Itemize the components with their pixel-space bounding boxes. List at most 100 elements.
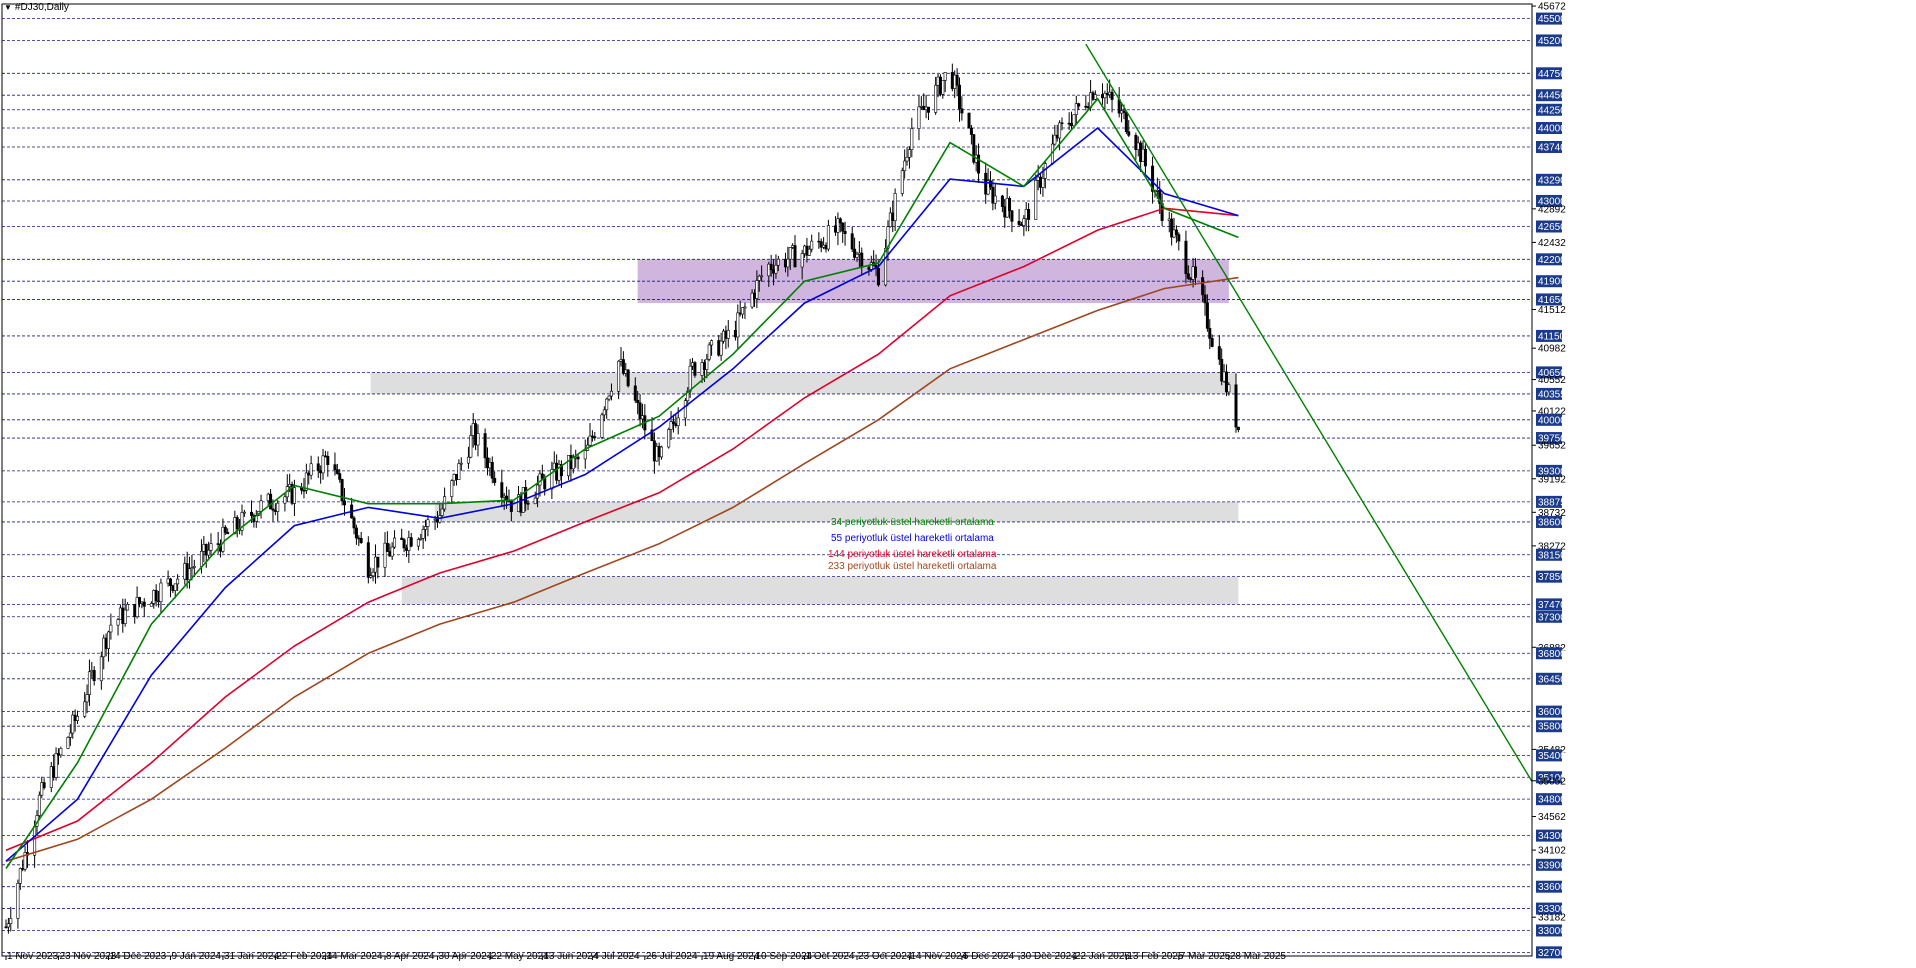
candle-body [1139, 142, 1143, 162]
candle-body [216, 543, 220, 545]
candle-body [660, 446, 664, 458]
candle-body [838, 218, 842, 224]
legend-ema34-text: 34 periyotluk üstel hareketli ortalama [831, 517, 994, 528]
date-label: 22 Jan 2025 [1075, 951, 1130, 962]
candle-body [354, 527, 358, 539]
candle-body [223, 526, 227, 533]
plot-frame [1, 3, 1533, 957]
candle-body [183, 563, 187, 580]
candle-body [188, 568, 192, 581]
candle-body [876, 268, 880, 286]
candle-body [817, 240, 821, 243]
candle-body [555, 462, 559, 481]
price-label-39652: 39652 [1538, 441, 1566, 452]
candle-body [850, 233, 854, 250]
trendline-layer[interactable] [1085, 43, 1533, 782]
legend-ema55-text: 55 periyotluk üstel hareketli ortalama [831, 533, 994, 544]
candle-body [450, 480, 454, 497]
price-label-37470: 37470 [1538, 600, 1566, 611]
candle-body [1184, 240, 1188, 275]
candle-body [786, 258, 790, 268]
candle-body [1072, 114, 1076, 127]
candle-body [619, 359, 623, 362]
candle-body [519, 494, 523, 513]
price-box-32700 [1536, 946, 1562, 959]
price-box-43000 [1536, 194, 1562, 207]
symbol-header[interactable]: ▼ #DJ30,Daily [4, 2, 69, 13]
price-label-40552: 40552 [1538, 375, 1566, 386]
price-label-41150: 41150 [1538, 331, 1566, 342]
candle-body [924, 106, 928, 110]
candle-body [1227, 384, 1231, 393]
candle-body [369, 575, 373, 578]
price-label-33300: 33300 [1538, 904, 1566, 915]
candle-body [836, 218, 840, 233]
candle-body [152, 590, 156, 604]
candle-body [783, 258, 787, 268]
candle-body [168, 578, 172, 586]
candle-body [843, 230, 847, 234]
candle-body [1234, 384, 1238, 428]
candle-body [226, 532, 230, 535]
candle-body [526, 503, 530, 505]
candle-body [455, 473, 459, 480]
date-label: 6 Dec 2024 [963, 951, 1015, 962]
candle-body [400, 537, 404, 540]
candle-body [626, 369, 630, 387]
candle-body [583, 450, 587, 460]
price-label-38272: 38272 [1538, 541, 1566, 552]
candle-body [1151, 165, 1155, 192]
legend-ema144-text: 144 periyotluk üstel hareketli ortalama [828, 549, 997, 560]
price-box-41900 [1536, 275, 1562, 288]
candle-body [536, 484, 540, 499]
candle-body [340, 479, 344, 502]
candle-body [302, 489, 306, 492]
legend-ema55: 55 periyotluk üstel hareketli ortalama [831, 533, 996, 545]
candle-body [1189, 278, 1193, 280]
price-label-34800: 34800 [1538, 795, 1566, 806]
symbol-label: #DJ30,Daily [14, 2, 69, 13]
candle-body [950, 72, 954, 89]
candle-body [393, 537, 397, 548]
price-label-41900: 41900 [1538, 277, 1566, 288]
candle-body [9, 918, 13, 924]
ema-layer [5, 97, 1239, 869]
candle-body [1060, 122, 1064, 125]
price-label-37300: 37300 [1538, 612, 1566, 623]
date-label: 1 Oct 2024 [806, 951, 855, 962]
candle-body [640, 415, 644, 420]
price-label-33600: 33600 [1538, 882, 1566, 893]
price-label-40000: 40000 [1538, 415, 1566, 426]
candle-body [917, 106, 921, 129]
price-box-33900 [1536, 858, 1562, 871]
price-box-44250 [1536, 103, 1562, 116]
date-label: 31 Jan 2024 [224, 951, 279, 962]
candle-body [609, 390, 613, 397]
candle-body [1158, 190, 1162, 204]
candle-body [435, 518, 439, 523]
candle-body [960, 108, 964, 114]
candle-body [867, 267, 871, 270]
legend-ema233-text: 233 periyotluk üstel hareketli ortalama [828, 561, 997, 572]
candle-body [476, 433, 480, 446]
price-label-33000: 33000 [1538, 926, 1566, 937]
candle-body [54, 753, 58, 778]
candle-body [190, 567, 194, 570]
candle-body [37, 794, 41, 816]
price-label-37850: 37850 [1538, 572, 1566, 583]
price-label-35100: 35100 [1538, 773, 1566, 784]
candle-body [540, 473, 544, 479]
triangle-down-icon[interactable]: ▼ [4, 3, 12, 12]
price-label-40122: 40122 [1538, 406, 1566, 417]
candle-body [884, 247, 888, 286]
price-box-45200 [1536, 34, 1562, 47]
date-label: 23 Nov 2023 [59, 951, 116, 962]
candle-body [1010, 210, 1014, 222]
candle-body [1036, 176, 1040, 181]
price-label-40982: 40982 [1538, 344, 1566, 355]
candle-body [800, 253, 804, 268]
candle-body [452, 473, 456, 481]
price-label-34300: 34300 [1538, 831, 1566, 842]
